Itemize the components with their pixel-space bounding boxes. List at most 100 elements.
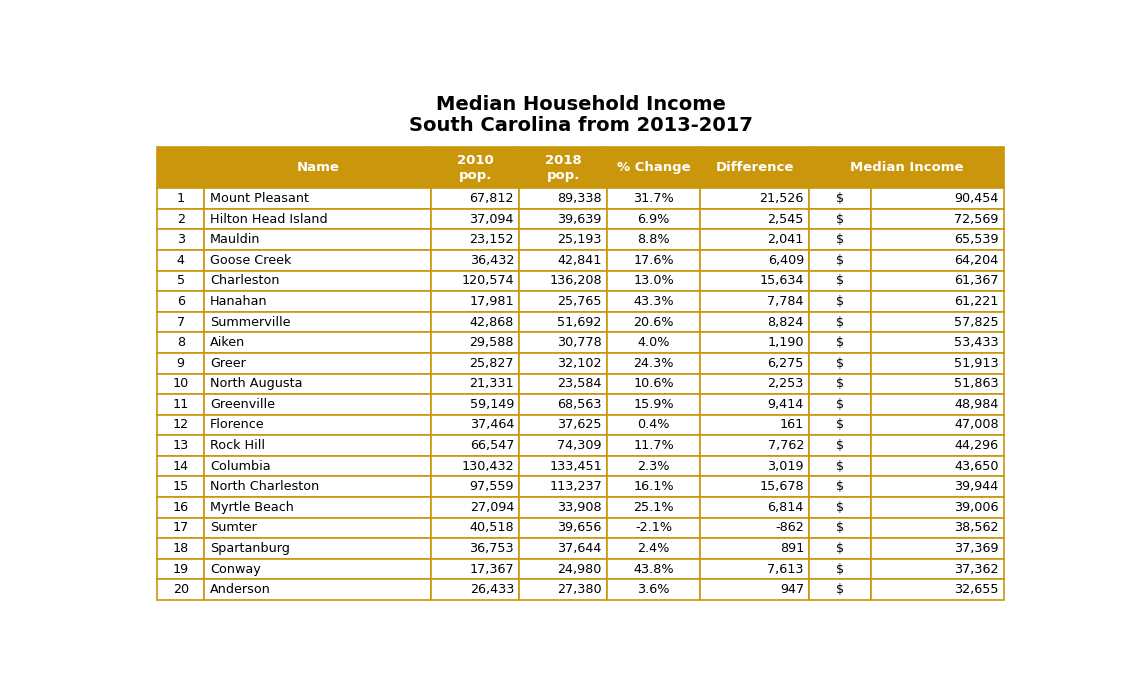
Text: 31.7%: 31.7% [633, 192, 674, 205]
Bar [519, 229, 607, 250]
Bar [870, 353, 1004, 373]
Text: $: $ [836, 522, 844, 534]
Text: 40,518: 40,518 [469, 522, 514, 534]
Text: 53,433: 53,433 [954, 336, 998, 349]
Text: $: $ [836, 439, 844, 452]
Bar [204, 497, 432, 517]
Text: $: $ [836, 336, 844, 349]
Bar [204, 435, 432, 456]
Bar [157, 538, 204, 559]
Bar [809, 250, 870, 271]
Bar [700, 229, 809, 250]
Text: Aiken: Aiken [210, 336, 246, 349]
Text: $: $ [836, 501, 844, 514]
Text: 2018
pop.: 2018 pop. [545, 154, 581, 182]
Bar [607, 394, 700, 415]
Text: 11: 11 [172, 398, 189, 411]
Text: $: $ [836, 418, 844, 432]
Bar [519, 333, 607, 353]
Bar [432, 188, 519, 209]
Text: 130,432: 130,432 [461, 460, 514, 473]
Text: 23,152: 23,152 [469, 233, 514, 246]
Bar [432, 559, 519, 579]
Bar [157, 579, 204, 600]
Bar [607, 271, 700, 291]
Text: 30,778: 30,778 [557, 336, 602, 349]
Text: 32,655: 32,655 [954, 583, 998, 596]
Text: 39,656: 39,656 [557, 522, 602, 534]
Text: 25,827: 25,827 [469, 357, 514, 370]
Bar [607, 579, 700, 600]
Text: Median Household Income: Median Household Income [436, 95, 725, 114]
Text: $: $ [836, 398, 844, 411]
Text: 8: 8 [177, 336, 185, 349]
Bar [432, 517, 519, 538]
Text: 3,019: 3,019 [767, 460, 804, 473]
Bar [204, 353, 432, 373]
Bar [432, 394, 519, 415]
Bar [519, 147, 607, 188]
Text: 13: 13 [172, 439, 189, 452]
Text: 6.9%: 6.9% [638, 213, 670, 226]
Text: 24,980: 24,980 [557, 562, 602, 575]
Bar [870, 415, 1004, 435]
Text: 37,625: 37,625 [557, 418, 602, 432]
Bar [519, 353, 607, 373]
Bar [157, 291, 204, 311]
Text: 15: 15 [172, 480, 189, 493]
Text: Sumter: Sumter [210, 522, 257, 534]
Text: 15,634: 15,634 [759, 274, 804, 288]
Text: 2,041: 2,041 [767, 233, 804, 246]
Text: 25.1%: 25.1% [633, 501, 674, 514]
Bar [700, 435, 809, 456]
Bar [519, 497, 607, 517]
Bar [809, 559, 870, 579]
Bar [607, 147, 700, 188]
Bar [432, 311, 519, 333]
Bar [157, 373, 204, 394]
Text: 7: 7 [177, 316, 185, 328]
Bar [607, 477, 700, 497]
Text: Name: Name [297, 161, 339, 174]
Bar [870, 517, 1004, 538]
Text: 25,765: 25,765 [557, 295, 602, 308]
Text: 947: 947 [780, 583, 804, 596]
Bar [809, 291, 870, 311]
Text: 33,908: 33,908 [557, 501, 602, 514]
Text: 21,331: 21,331 [469, 377, 514, 390]
Text: 113,237: 113,237 [550, 480, 602, 493]
Bar [700, 559, 809, 579]
Text: 42,868: 42,868 [470, 316, 514, 328]
Bar [700, 209, 809, 229]
Text: 68,563: 68,563 [557, 398, 602, 411]
Text: $: $ [836, 460, 844, 473]
Text: Greer: Greer [210, 357, 246, 370]
Text: 39,006: 39,006 [954, 501, 998, 514]
Text: 29,588: 29,588 [469, 336, 514, 349]
Text: 16.1%: 16.1% [633, 480, 674, 493]
Text: 7,613: 7,613 [767, 562, 804, 575]
Text: 61,367: 61,367 [954, 274, 998, 288]
Bar [432, 229, 519, 250]
Text: 1,190: 1,190 [767, 336, 804, 349]
Text: 23,584: 23,584 [557, 377, 602, 390]
Bar [870, 271, 1004, 291]
Bar [519, 250, 607, 271]
Bar [700, 271, 809, 291]
Text: 136,208: 136,208 [550, 274, 602, 288]
Bar [204, 147, 432, 188]
Text: 43,650: 43,650 [954, 460, 998, 473]
Bar [870, 477, 1004, 497]
Bar [809, 311, 870, 333]
Text: 17,981: 17,981 [469, 295, 514, 308]
Bar [607, 373, 700, 394]
Bar [432, 333, 519, 353]
Text: 26,433: 26,433 [470, 583, 514, 596]
Bar [870, 456, 1004, 477]
Bar [870, 373, 1004, 394]
Bar [519, 291, 607, 311]
Bar [870, 579, 1004, 600]
Text: 15.9%: 15.9% [633, 398, 674, 411]
Bar [157, 188, 204, 209]
Bar [432, 209, 519, 229]
